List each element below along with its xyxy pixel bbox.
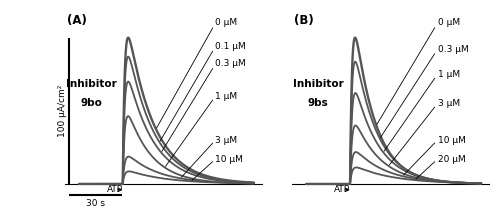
Text: 0 μM: 0 μM [377, 18, 460, 124]
Text: 100 μA/cm²: 100 μA/cm² [58, 85, 66, 137]
Text: Inhibitor: Inhibitor [66, 79, 116, 89]
Text: 0.3 μM: 0.3 μM [162, 59, 246, 151]
Text: 3 μM: 3 μM [182, 135, 238, 177]
Text: 1 μM: 1 μM [166, 92, 238, 166]
Text: 0 μM: 0 μM [156, 18, 238, 128]
Text: (B): (B) [294, 14, 314, 27]
Text: ATP: ATP [334, 185, 350, 194]
Text: 0.3 μM: 0.3 μM [380, 45, 468, 138]
Text: 1 μM: 1 μM [384, 70, 460, 151]
Text: 20 μM: 20 μM [416, 154, 466, 179]
Text: Inhibitor: Inhibitor [293, 79, 344, 89]
Text: 9bo: 9bo [80, 98, 102, 108]
Text: 0.1 μM: 0.1 μM [160, 42, 246, 141]
Text: 9bs: 9bs [308, 98, 328, 108]
Text: 10 μM: 10 μM [404, 135, 466, 175]
Text: (A): (A) [66, 14, 86, 27]
Text: 3 μM: 3 μM [390, 99, 460, 165]
Text: 10 μM: 10 μM [192, 154, 244, 180]
Text: ATP: ATP [107, 185, 123, 194]
Text: 30 s: 30 s [86, 199, 105, 208]
